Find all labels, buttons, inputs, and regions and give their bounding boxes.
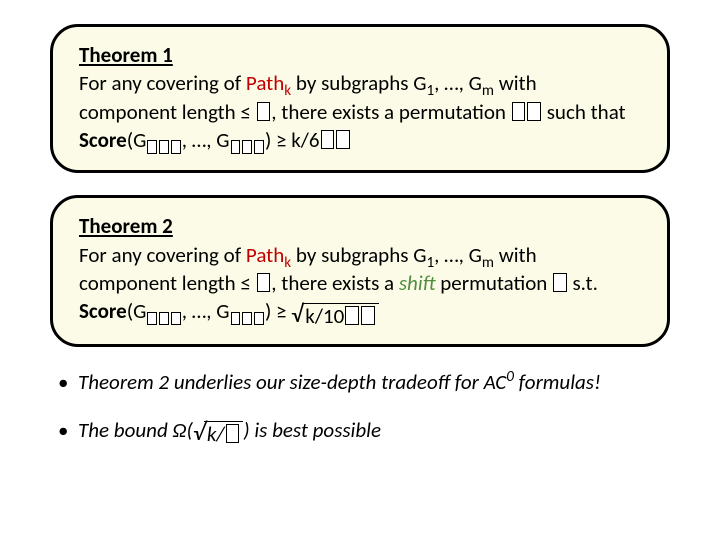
t1-l2-b: , there exists a permutation [271,99,510,125]
t2-l2-a: component length ≤ [79,270,256,296]
theorem-2-line-2: component length ≤ , there exists a shif… [79,269,641,297]
placeholder-glyph [242,312,252,326]
t1-l2-c: such that [542,99,626,125]
theorem-1-title: Theorem 1 [79,41,641,69]
placeholder-glyph [159,312,169,326]
t1-l1-a: For any covering of [79,70,246,96]
score-label: Score [79,127,127,153]
placeholder-glyph [226,424,240,443]
b1-a: Theorem 2 underlies our size-depth trade… [78,369,506,395]
theorem-2-line-1: For any covering of Pathk by subgraphs G… [79,241,641,269]
sub-glyph [146,139,181,157]
sqrt-expr: √k/10 [291,303,378,328]
placeholder-glyph [254,312,264,326]
theorem-2-title: Theorem 2 [79,212,641,240]
sub-glyph [146,311,181,329]
placeholder-glyph [361,306,375,325]
score-label: Score [79,298,127,324]
path-k-label: Pathk [246,70,291,96]
sqrt-body-text: k/ [207,421,225,447]
placeholder-glyph [171,140,181,154]
placeholder-glyph [231,312,241,326]
path-text: Path [246,242,284,268]
t1-l3-c: ) ≥ k/6 [265,127,320,153]
placeholder-glyph [512,102,526,121]
sqrt-body-text: k/10 [305,303,344,329]
t1-l1-b: by subgraphs G [291,70,426,96]
placeholder-glyph [242,140,252,154]
placeholder-glyph [553,273,567,292]
theorem-1-line-2: component length ≤ , there exists a perm… [79,98,641,126]
sqrt-body: k/10 [302,303,378,328]
placeholder-glyph [336,130,350,149]
sub-glyph [230,311,265,329]
placeholder-glyph [527,102,541,121]
t1-l3-a: (G [127,127,147,153]
theorem-2-box: Theorem 2 For any covering of Pathk by s… [50,195,670,346]
placeholder-glyph [254,140,264,154]
path-text: Path [246,70,284,96]
t2-l3-b: , …, G [182,298,230,324]
bullet-2: The bound Ω(√k/) is best possible [58,417,670,446]
placeholder-glyph-pair [511,99,542,125]
path-k-label: Pathk [246,242,291,268]
t2-l2-c: permutation [436,270,553,296]
sqrt-expr: √k/ [193,421,243,446]
b2-a: The bound Ω( [78,417,193,443]
t1-l2-a: component length ≤ [79,99,256,125]
t2-l1-d: with [494,242,537,268]
placeholder-glyph [147,140,157,154]
sqrt-body: k/ [204,421,243,446]
t2-l2-st: s.t. [568,270,598,296]
placeholder-glyph [159,140,169,154]
t2-l1-b: by subgraphs G [291,242,426,268]
t2-l2-b: , there exists a [271,270,399,296]
theorem-1-line-3: Score(G , …, G ) ≥ k/6 [79,126,641,154]
t1-l1-c: , …, G [434,70,482,96]
b2-b: ) is best possible [243,417,381,443]
t2-l3-c: ) ≥ [265,298,291,324]
b1-b: formulas! [514,369,601,395]
bullet-1: Theorem 2 underlies our size-depth trade… [58,369,670,395]
placeholder-glyph [231,140,241,154]
placeholder-glyph [321,130,335,149]
theorem-1-box: Theorem 1 For any covering of Pathk by s… [50,24,670,173]
theorem-1-title-text: Theorem 1 [79,42,173,68]
t2-l1-a: For any covering of [79,242,246,268]
theorem-2-title-text: Theorem 2 [79,213,173,239]
placeholder-glyph-pair [320,127,351,153]
placeholder-glyph [257,273,271,292]
sub-glyph [230,139,265,157]
placeholder-glyph [345,306,359,325]
t1-l3-b: , …, G [182,127,230,153]
placeholder-glyph-pair [344,303,375,329]
t1-l1-d: with [494,70,537,96]
t2-l3-a: (G [127,298,147,324]
theorem-1-line-1: For any covering of Pathk by subgraphs G… [79,69,641,97]
placeholder-glyph [171,312,181,326]
placeholder-glyph [147,312,157,326]
shift-word: shift [399,270,436,296]
bullet-list: Theorem 2 underlies our size-depth trade… [50,369,670,446]
placeholder-glyph [257,102,271,121]
theorem-2-line-3: Score(G , …, G ) ≥ √k/10 [79,297,641,327]
ac-sup: 0 [506,368,514,386]
t2-l1-c: , …, G [434,242,482,268]
